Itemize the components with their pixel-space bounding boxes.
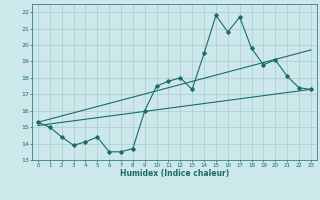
X-axis label: Humidex (Indice chaleur): Humidex (Indice chaleur): [120, 169, 229, 178]
